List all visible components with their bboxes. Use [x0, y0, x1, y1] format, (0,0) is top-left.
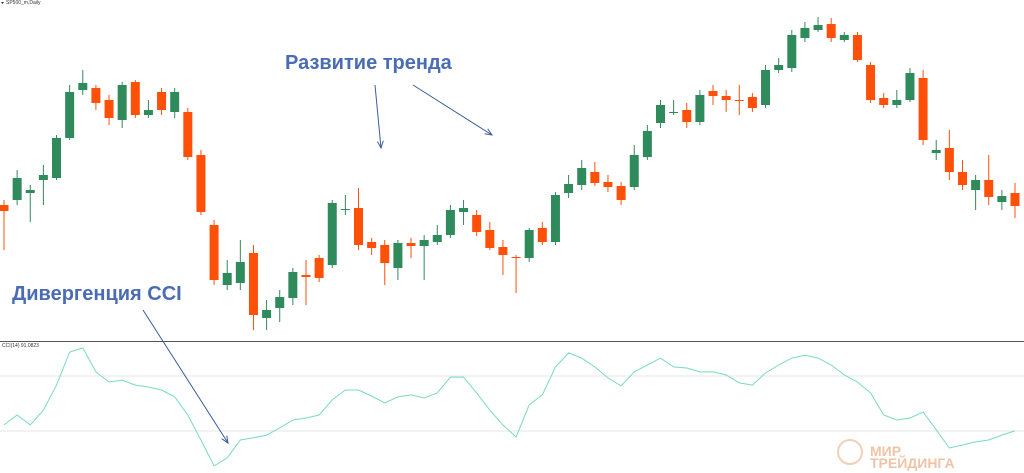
- candle-body: [747, 97, 757, 108]
- candle-body: [445, 210, 455, 235]
- annotation: Развитие тренда: [285, 52, 453, 74]
- candle-body: [577, 168, 587, 185]
- watermark-text: ТРЕЙДИНГА: [870, 454, 955, 471]
- candle-body: [52, 138, 62, 178]
- candle-body: [852, 35, 862, 60]
- watermark-icon: [837, 439, 863, 465]
- watermark-text: МИР: [870, 443, 901, 459]
- candle-body: [524, 230, 534, 258]
- candle-body: [130, 82, 140, 115]
- candle-body: [498, 247, 508, 255]
- candle-body: [800, 28, 810, 38]
- candle-body: [695, 95, 705, 122]
- candle-body: [997, 196, 1007, 202]
- candle-body: [235, 262, 245, 283]
- candle-body: [314, 258, 324, 278]
- candle-body: [485, 230, 495, 248]
- watermark: МИР ТРЕЙДИНГА: [837, 439, 955, 471]
- candle-body: [669, 112, 679, 113]
- arrow: [374, 84, 381, 148]
- candle-body: [918, 78, 928, 140]
- candle-body: [419, 240, 429, 246]
- candle-body: [117, 85, 127, 120]
- candle-body: [38, 175, 48, 180]
- candle-body: [721, 96, 731, 100]
- candle-body: [143, 110, 153, 115]
- candle-body: [65, 92, 75, 138]
- candle-body: [432, 235, 442, 242]
- chart-title: SP500_m,Daily: [6, 0, 41, 6]
- candle-body: [459, 208, 469, 212]
- candle-body: [248, 253, 258, 315]
- candle-body: [984, 180, 994, 197]
- candle-body: [380, 245, 390, 263]
- candle-body: [616, 186, 626, 200]
- cci-line: [3, 347, 1016, 467]
- candle-body: [892, 100, 902, 105]
- candle-body: [91, 88, 101, 103]
- candle-body: [944, 148, 954, 172]
- candle-body: [734, 100, 744, 101]
- candle-body: [327, 203, 337, 265]
- candle-body: [209, 225, 219, 280]
- menu-icon: [1, 2, 4, 4]
- candle-body: [537, 228, 547, 242]
- candle-body: [931, 150, 941, 153]
- candle-body: [879, 98, 889, 105]
- candle-body: [170, 92, 180, 112]
- candle-body: [603, 182, 613, 187]
- candle-body: [774, 65, 784, 70]
- candle-body: [393, 243, 403, 268]
- candle-body: [655, 105, 665, 123]
- candle-body: [354, 208, 364, 245]
- candle-body: [957, 172, 967, 185]
- candle-body: [275, 297, 285, 308]
- candle-body: [787, 35, 797, 68]
- candle-body: [472, 215, 482, 232]
- arrow: [412, 84, 492, 135]
- candle-body: [590, 172, 600, 183]
- indicator-title: CCI(14) 91.0823: [2, 343, 39, 349]
- candle-body: [367, 242, 377, 248]
- candle-body: [971, 180, 981, 190]
- candle-body: [301, 275, 311, 277]
- candle-body: [642, 131, 652, 157]
- candle-body: [0, 205, 9, 211]
- candle-body: [511, 257, 521, 258]
- candle-body: [157, 92, 167, 110]
- candle-body: [682, 110, 692, 122]
- candle-body: [550, 195, 560, 242]
- arrow: [142, 309, 228, 443]
- candle-body: [564, 184, 574, 193]
- candle-body: [708, 91, 718, 96]
- candle-body: [262, 310, 272, 318]
- candle-body: [905, 73, 915, 100]
- candle-body: [104, 100, 114, 118]
- candle-body: [222, 273, 232, 285]
- candle-body: [183, 112, 193, 157]
- candle-body: [826, 24, 836, 38]
- candle-body: [340, 209, 350, 210]
- candle-body: [78, 83, 88, 90]
- candle-body: [1010, 193, 1020, 206]
- candle-body: [761, 70, 771, 105]
- candle-body: [866, 65, 876, 100]
- candle-body: [12, 178, 22, 200]
- candle-body: [813, 25, 823, 30]
- annotation: Дивергенция CCI: [12, 283, 182, 305]
- candle-body: [839, 35, 849, 40]
- candle-body: [288, 272, 298, 298]
- candle-body: [406, 243, 416, 246]
- candle-body: [196, 155, 206, 212]
- candle-body: [629, 155, 639, 187]
- candle-body: [25, 190, 35, 193]
